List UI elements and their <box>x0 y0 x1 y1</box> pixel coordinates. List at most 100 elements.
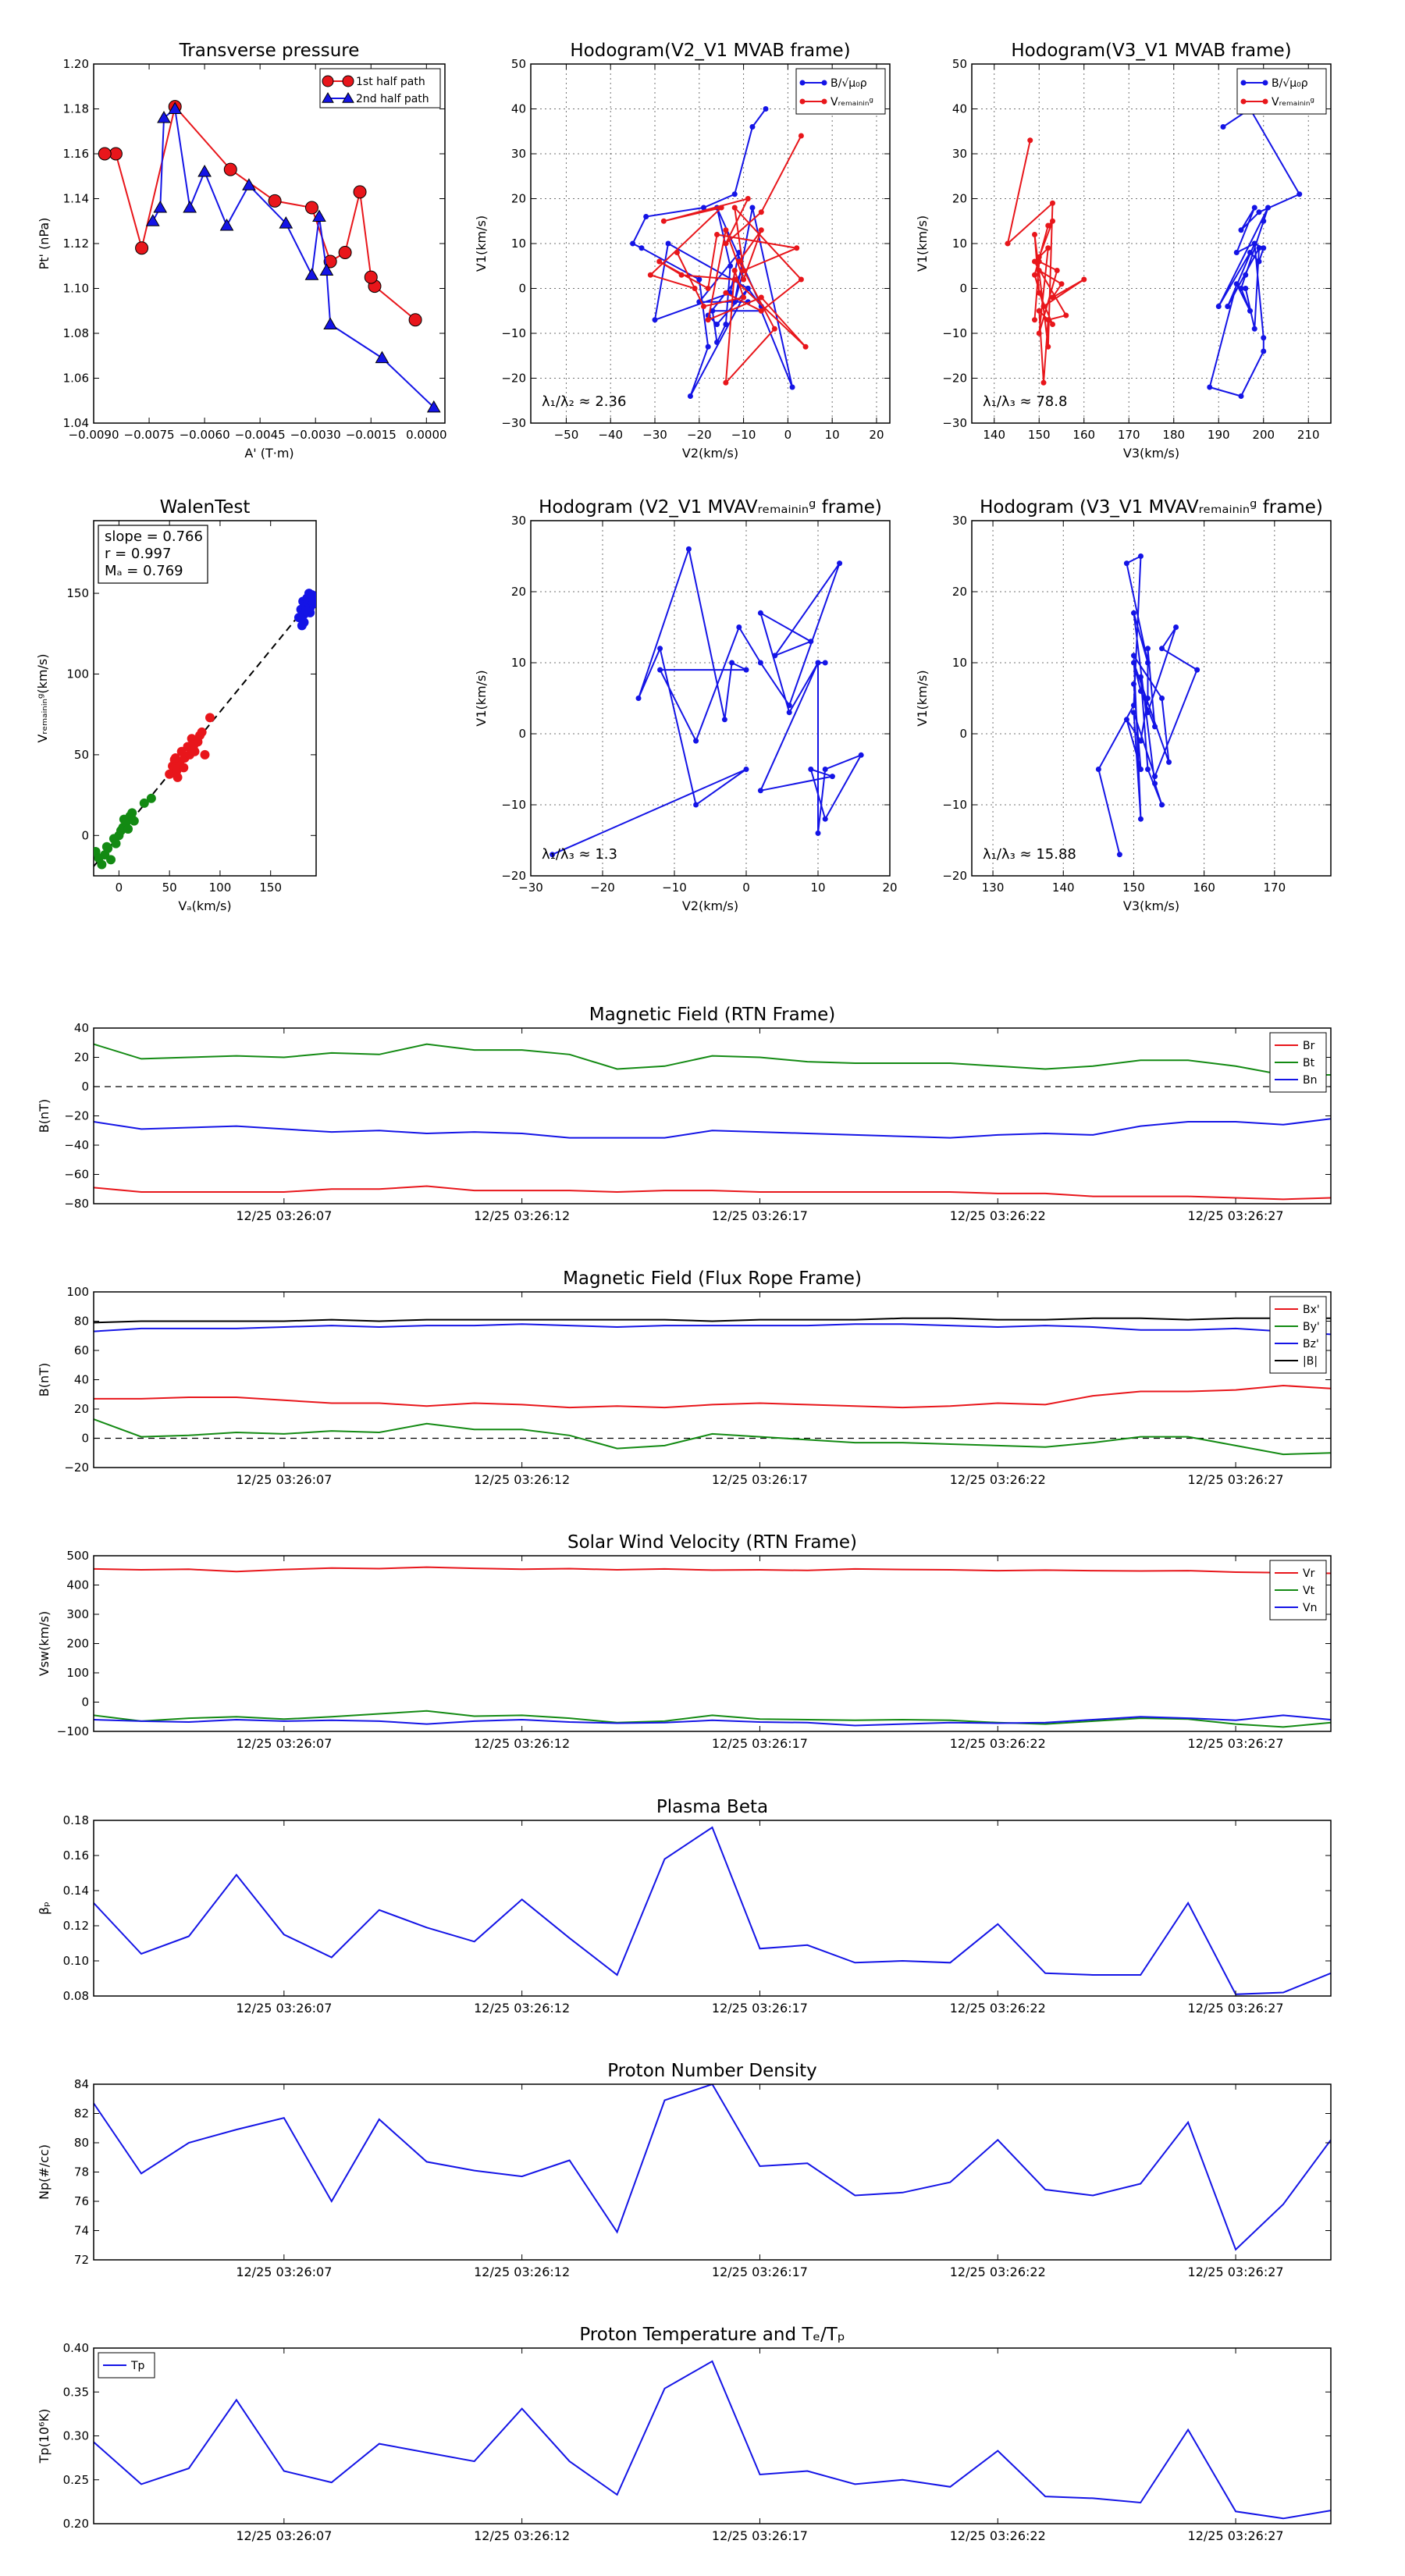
data-point <box>1238 286 1244 291</box>
data-point <box>408 313 422 327</box>
y-tick-label: 0.20 <box>63 2517 89 2531</box>
panel-walen: 0 50 100 150 0 50 100 150 WalenTest Vₐ(km/s) Vᵣₑₘₐ… <box>35 497 317 913</box>
data-point <box>731 191 738 197</box>
y-tick-label: −60 <box>64 1168 89 1182</box>
data-point <box>674 250 680 255</box>
stats-line: slope = 0.766 <box>105 528 203 545</box>
data-point <box>1247 250 1253 255</box>
data-point <box>647 272 653 278</box>
legend: Br Bt Bn <box>1269 1032 1327 1093</box>
x-tick-label: 12/25 03:26:27 <box>1188 2528 1284 2543</box>
data-point <box>1220 124 1226 130</box>
y-tick-label: 400 <box>66 1578 89 1592</box>
data-point <box>135 241 149 255</box>
data-point <box>353 185 367 199</box>
chart-title: Magnetic Field (Flux Rope Frame) <box>563 1268 862 1289</box>
data-point <box>693 738 699 744</box>
data-point <box>1256 245 1262 251</box>
x-tick-label: 12/25 03:26:27 <box>1188 2265 1284 2279</box>
legend-label: B/√μ₀ρ <box>1272 77 1308 90</box>
data-point <box>757 660 763 666</box>
y-tick-label: 0.12 <box>63 1919 89 1933</box>
data-point <box>200 749 210 760</box>
x-tick-label: 12/25 03:26:22 <box>950 2528 1046 2543</box>
data-point <box>550 852 556 858</box>
data-point <box>1251 326 1257 332</box>
data-point <box>1040 379 1047 386</box>
data-point <box>1144 660 1151 666</box>
data-point <box>1238 393 1244 399</box>
y-tick-label: 1.14 <box>63 192 89 206</box>
y-tick-label: 0 <box>81 1432 89 1446</box>
data-point <box>1152 774 1158 780</box>
data-point <box>1166 759 1172 765</box>
data-point <box>1130 610 1136 616</box>
data-point <box>304 268 319 280</box>
data-point <box>1123 560 1129 567</box>
data-point <box>1152 781 1158 787</box>
data-point <box>312 209 326 222</box>
ratio-annotation: λ₁/λ₂ ≈ 2.36 <box>542 393 626 410</box>
y-tick-label: 0 <box>518 727 526 741</box>
y-tick-label: 0.10 <box>63 1954 89 1968</box>
data-point <box>1050 218 1055 224</box>
data-point <box>802 343 809 350</box>
y-tick-label: −30 <box>501 416 526 430</box>
data-point <box>145 214 160 226</box>
data-point <box>1130 681 1136 687</box>
axes-frame <box>93 1820 1332 1997</box>
data-point <box>1251 240 1257 247</box>
data-point <box>714 340 720 345</box>
y-tick-label: 60 <box>74 1343 89 1357</box>
data-point <box>1095 767 1101 772</box>
data-point <box>1058 281 1065 287</box>
y-tick-label: 0.30 <box>63 2429 89 2443</box>
series-line <box>94 1118 1331 1139</box>
x-tick-label: 0.0000 <box>406 428 447 442</box>
data-point <box>323 317 338 329</box>
data-point <box>1130 660 1136 666</box>
axes-frame <box>93 63 446 424</box>
legend-marker <box>1262 80 1268 86</box>
data-point <box>692 286 698 291</box>
ratio-annotation: λ₁/λ₃ ≈ 78.8 <box>983 393 1067 410</box>
data-point <box>736 258 742 265</box>
data-point <box>197 727 207 737</box>
data-point <box>146 793 156 803</box>
data-point <box>1027 137 1033 144</box>
axes-frame <box>971 520 1332 877</box>
x-tick-label: 12/25 03:26:27 <box>1188 1472 1284 1487</box>
y-tick-label: 1.20 <box>63 57 89 71</box>
data-point <box>1256 258 1262 265</box>
chart-title: Proton Number Density <box>607 2061 817 2081</box>
axes-frame <box>93 1027 1332 1204</box>
x-tick-label: 50 <box>162 881 177 895</box>
y-tick-label: −20 <box>501 372 526 386</box>
chart-title: Hodogram(V3_V1 MVAB frame) <box>1011 41 1291 61</box>
x-tick-label: −10 <box>731 428 756 442</box>
legend-label: 1st half path <box>356 76 425 88</box>
x-axis-label: V3(km/s) <box>1123 898 1179 913</box>
legend-label: Bt <box>1303 1057 1315 1069</box>
x-tick-label: 12/25 03:26:07 <box>236 2528 332 2543</box>
data-point <box>94 853 104 863</box>
chart-title: Hodogram(V2_V1 MVAB frame) <box>570 41 850 61</box>
x-tick-label: 12/25 03:26:07 <box>236 2265 332 2279</box>
x-tick-label: 150 <box>1122 881 1145 895</box>
legend-label: Vᵣₑₘₐᵢₙᵢₙᵍ <box>831 96 873 109</box>
data-point <box>741 268 747 273</box>
x-tick-label: −20 <box>590 881 615 895</box>
data-point <box>723 240 729 247</box>
data-point <box>757 610 763 616</box>
x-tick-label: −50 <box>554 428 579 442</box>
chart-title: Proton Temperature and Tₑ/Tₚ <box>579 2325 845 2345</box>
data-point <box>1265 205 1271 211</box>
data-point <box>723 290 729 296</box>
chart-title: Plasma Beta <box>656 1797 768 1817</box>
panel-np: 12/25 03:26:07 12/25 03:26:12 12/25 03:26:… <box>37 2061 1332 2279</box>
y-tick-label: 1.16 <box>63 147 89 161</box>
legend-marker <box>799 80 806 86</box>
data-point <box>1054 268 1060 273</box>
x-tick-label: 0 <box>116 881 123 895</box>
data-point <box>101 841 112 852</box>
